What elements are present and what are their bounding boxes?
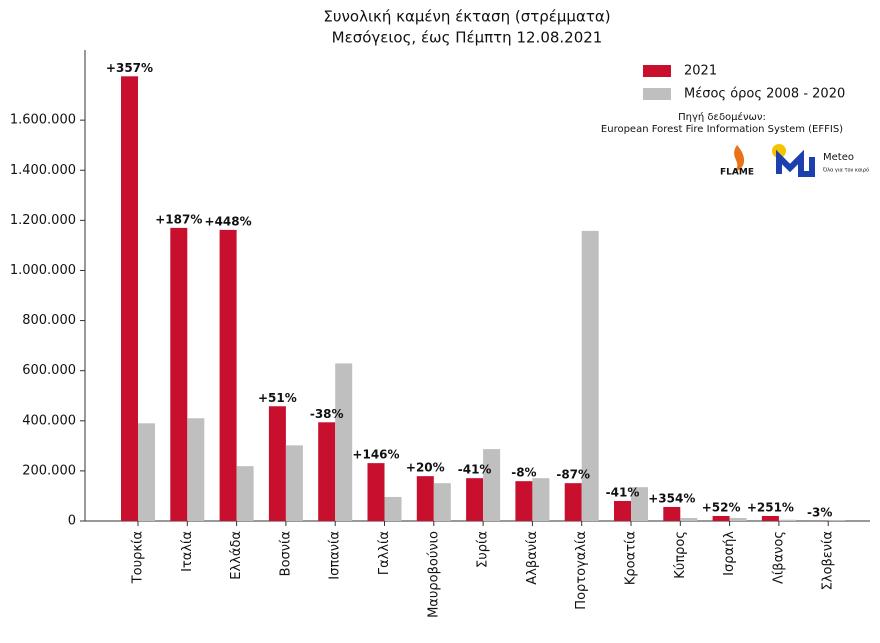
bar: [368, 463, 385, 521]
bar: [762, 516, 779, 521]
x-tick-label: Γαλλία: [377, 531, 392, 575]
bar-annotation: +448%: [205, 214, 252, 228]
bar: [466, 478, 483, 521]
source: European Forest Fire Information System …: [601, 124, 843, 135]
logo-text: FLAME: [720, 168, 754, 178]
x-tick-label: Κύπρος: [673, 531, 688, 579]
bar: [170, 228, 187, 521]
bar: [779, 520, 796, 521]
y-tick-label: 600.000: [22, 363, 76, 378]
bar: [713, 516, 730, 521]
x-tick-label: Ισραήλ: [722, 531, 737, 576]
y-tick-label: 0: [68, 514, 76, 529]
bar: [565, 483, 582, 521]
y-tick-label: 400.000: [22, 413, 76, 428]
x-tick-label: Τουρκία: [131, 531, 146, 584]
x-tick-label: Κροατία: [624, 531, 639, 585]
x-tick-label: Βοσνία: [278, 531, 293, 576]
bar: [483, 449, 500, 521]
bar-annotation: -87%: [556, 468, 590, 482]
bar-annotation: +51%: [258, 391, 297, 405]
x-tick-label: Σλοβενία: [821, 531, 836, 590]
bar: [730, 518, 747, 521]
x-tick-label: Πορτογαλία: [574, 531, 589, 610]
legend-swatch: [643, 88, 671, 100]
bar-annotation: -38%: [310, 407, 344, 421]
bar: [237, 466, 254, 521]
legend-swatch: [643, 65, 671, 77]
legend-label: 2021: [684, 64, 717, 79]
bar: [286, 445, 303, 521]
bar-annotation: +146%: [352, 448, 399, 462]
y-tick-label: 800.000: [22, 313, 76, 328]
bar-annotation: -8%: [511, 466, 536, 480]
y-tick-label: 1.000.000: [10, 263, 76, 278]
x-tick-label: Ελλάδα: [229, 531, 244, 580]
bar: [385, 497, 402, 521]
x-tick-label: Ισπανία: [328, 531, 343, 580]
x-tick-label: Αλβανία: [525, 531, 540, 585]
bar-annotation: -41%: [606, 485, 640, 499]
x-tick-label: Ιταλία: [180, 531, 195, 572]
logo-text: Meteo: [823, 152, 854, 163]
chart-subtitle: Μεσόγειος, έως Πέμπτη 12.08.2021: [332, 29, 603, 47]
bar-annotation: +251%: [747, 500, 794, 514]
bar: [121, 76, 138, 521]
bar: [515, 481, 532, 521]
bar-annotation: +354%: [648, 491, 695, 505]
chart-title: Συνολική καμένη έκταση (στρέμματα): [323, 8, 610, 26]
bar: [532, 478, 549, 521]
y-tick-label: 1.600.000: [10, 113, 76, 128]
bar-annotation: -41%: [458, 463, 492, 477]
x-tick-label: Μαυροβούνιο: [426, 531, 441, 618]
bar: [269, 406, 286, 521]
bar: [614, 501, 631, 521]
bar: [417, 476, 434, 521]
y-tick-label: 1.400.000: [10, 163, 76, 178]
bar-annotation: +20%: [406, 461, 445, 475]
bar-annotation: -3%: [807, 505, 832, 519]
bar: [335, 363, 352, 521]
bar: [663, 507, 680, 521]
source-heading: Πηγή δεδομένων:: [678, 111, 766, 123]
bar: [187, 418, 204, 521]
bar-annotation: +357%: [106, 61, 153, 75]
legend-label: Μέσος όρος 2008 - 2020: [684, 87, 845, 102]
bar: [318, 422, 335, 521]
y-tick-label: 200.000: [22, 463, 76, 478]
bar: [138, 423, 155, 521]
bar: [680, 518, 697, 521]
logo-text: Όλα για τον καιρό: [822, 167, 869, 174]
bar: [434, 483, 451, 521]
bar-annotation: +52%: [702, 500, 741, 514]
bar: [220, 230, 237, 521]
x-tick-label: Συρία: [476, 531, 491, 568]
x-tick-label: Λίβανος: [771, 531, 786, 584]
y-tick-label: 1.200.000: [10, 213, 76, 228]
bar-annotation: +187%: [155, 212, 202, 226]
